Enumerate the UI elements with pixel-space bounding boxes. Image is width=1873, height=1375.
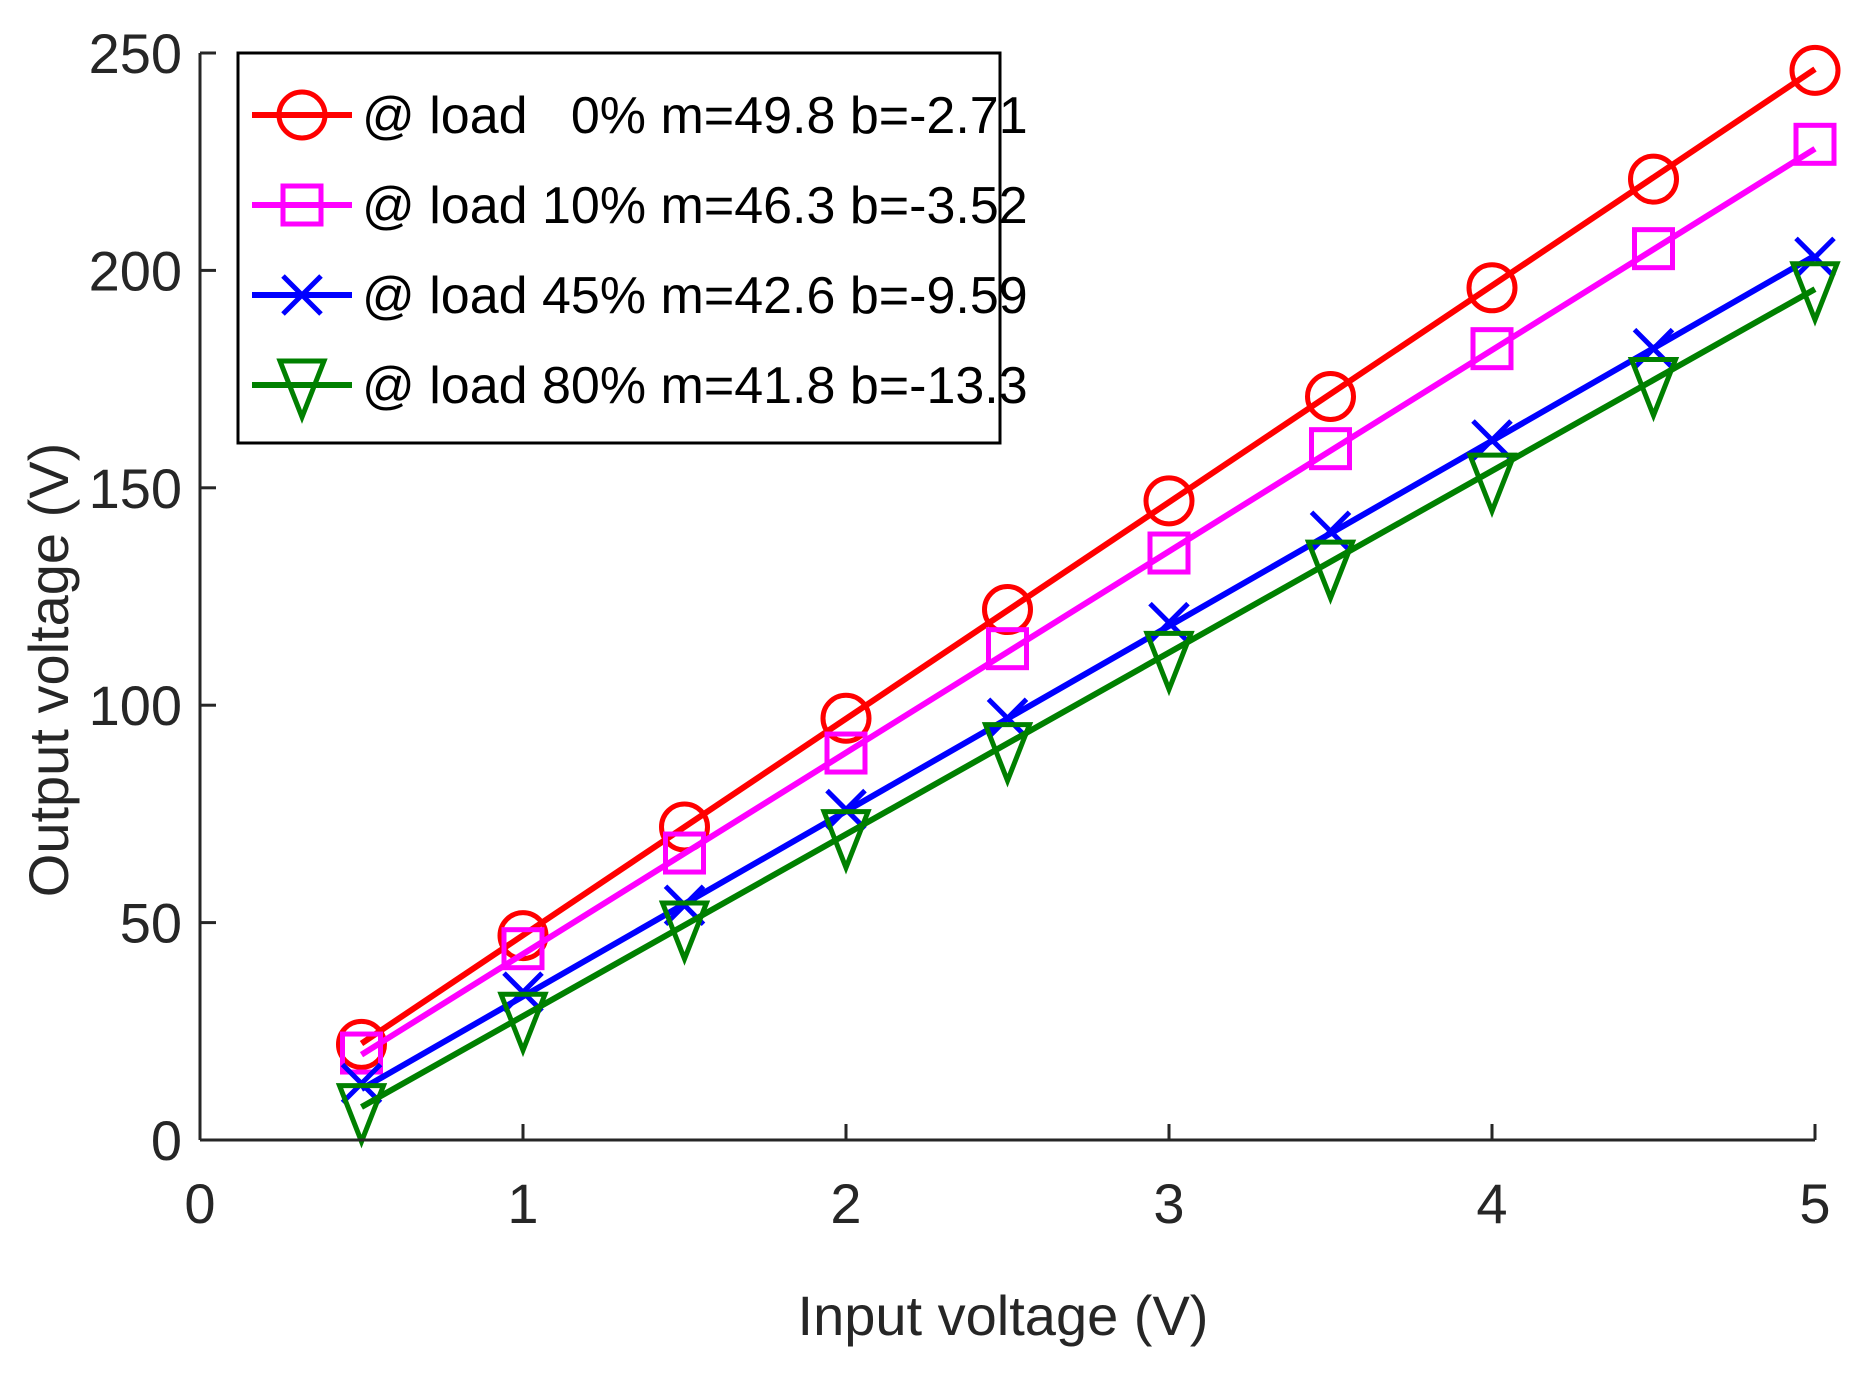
x-tick-label: 5 bbox=[1799, 1172, 1830, 1235]
series-3 bbox=[335, 261, 1841, 1149]
legend-marker bbox=[280, 183, 324, 227]
y-tick-label: 250 bbox=[89, 22, 182, 85]
legend-marker bbox=[276, 89, 328, 141]
data-point bbox=[986, 627, 1029, 671]
series-line bbox=[360, 252, 1817, 1092]
x-tick-label: 4 bbox=[1476, 1172, 1507, 1235]
series-layer bbox=[335, 44, 1841, 1149]
legend-box bbox=[236, 51, 1002, 445]
y-tick-label: 100 bbox=[89, 674, 182, 737]
data-point bbox=[1309, 427, 1352, 471]
series-line bbox=[360, 286, 1817, 1110]
y-tick-label: 50 bbox=[120, 892, 182, 955]
legend-item: @ load 0% m=49.8 b=-2.71 bbox=[252, 87, 1028, 145]
legend-marker bbox=[276, 358, 328, 424]
legend-label: @ load 80% m=41.8 b=-13.3 bbox=[362, 357, 1028, 415]
data-point bbox=[1147, 531, 1191, 575]
data-point bbox=[1794, 236, 1836, 279]
x-axis-title: Input voltage (V) bbox=[798, 1284, 1209, 1347]
data-point bbox=[820, 809, 872, 875]
data-point bbox=[820, 692, 872, 744]
data-point bbox=[986, 697, 1029, 740]
series-line bbox=[359, 66, 1817, 1047]
data-point bbox=[340, 1031, 383, 1075]
data-point bbox=[824, 731, 868, 775]
legend-item: @ load 45% m=42.6 b=-9.59 bbox=[252, 267, 1028, 325]
data-point bbox=[1789, 261, 1841, 327]
data-point bbox=[497, 991, 549, 1058]
y-tick-label: 0 bbox=[151, 1109, 182, 1172]
legend-item: @ load 10% m=46.3 b=-3.52 bbox=[252, 177, 1028, 235]
data-point bbox=[982, 584, 1033, 636]
data-point bbox=[1793, 122, 1837, 166]
data-point bbox=[1466, 262, 1518, 314]
data-point bbox=[1628, 153, 1679, 205]
data-point bbox=[1143, 630, 1195, 697]
data-point bbox=[1627, 356, 1680, 423]
data-point bbox=[1143, 475, 1195, 527]
data-point bbox=[1466, 452, 1518, 518]
data-point bbox=[336, 1018, 387, 1070]
series-2 bbox=[340, 236, 1836, 1105]
series-0 bbox=[336, 44, 1841, 1070]
data-point bbox=[497, 910, 549, 962]
legend-marker bbox=[281, 274, 323, 316]
data-point bbox=[663, 831, 706, 875]
data-point bbox=[658, 900, 711, 966]
y-tick-label: 200 bbox=[89, 239, 182, 302]
data-point bbox=[981, 722, 1034, 788]
legend: @ load 0% m=49.8 b=-2.71 @ load 10% m=46.… bbox=[236, 51, 1028, 445]
series-1 bbox=[340, 122, 1837, 1075]
x-tick-label: 0 bbox=[184, 1172, 215, 1235]
y-tick-label: 150 bbox=[89, 457, 182, 520]
data-point bbox=[1304, 539, 1357, 605]
series-line bbox=[359, 146, 1817, 1058]
y-axis-title: Output voltage (V) bbox=[17, 443, 80, 897]
data-point bbox=[1632, 227, 1675, 271]
data-point bbox=[501, 927, 545, 971]
data-point bbox=[1305, 370, 1356, 422]
legend-label: @ load 45% m=42.6 b=-9.59 bbox=[362, 267, 1028, 325]
x-tick-label: 1 bbox=[507, 1172, 538, 1235]
legend-label: @ load 10% m=46.3 b=-3.52 bbox=[362, 177, 1028, 235]
data-point bbox=[1470, 327, 1514, 371]
x-tick-label: 3 bbox=[1153, 1172, 1184, 1235]
legend-item: @ load 80% m=41.8 b=-13.3 bbox=[252, 357, 1028, 424]
legend-label: @ load 0% m=49.8 b=-2.71 bbox=[362, 87, 1028, 145]
x-tick-label: 2 bbox=[830, 1172, 861, 1235]
data-point bbox=[1789, 44, 1841, 96]
data-point bbox=[335, 1083, 388, 1149]
